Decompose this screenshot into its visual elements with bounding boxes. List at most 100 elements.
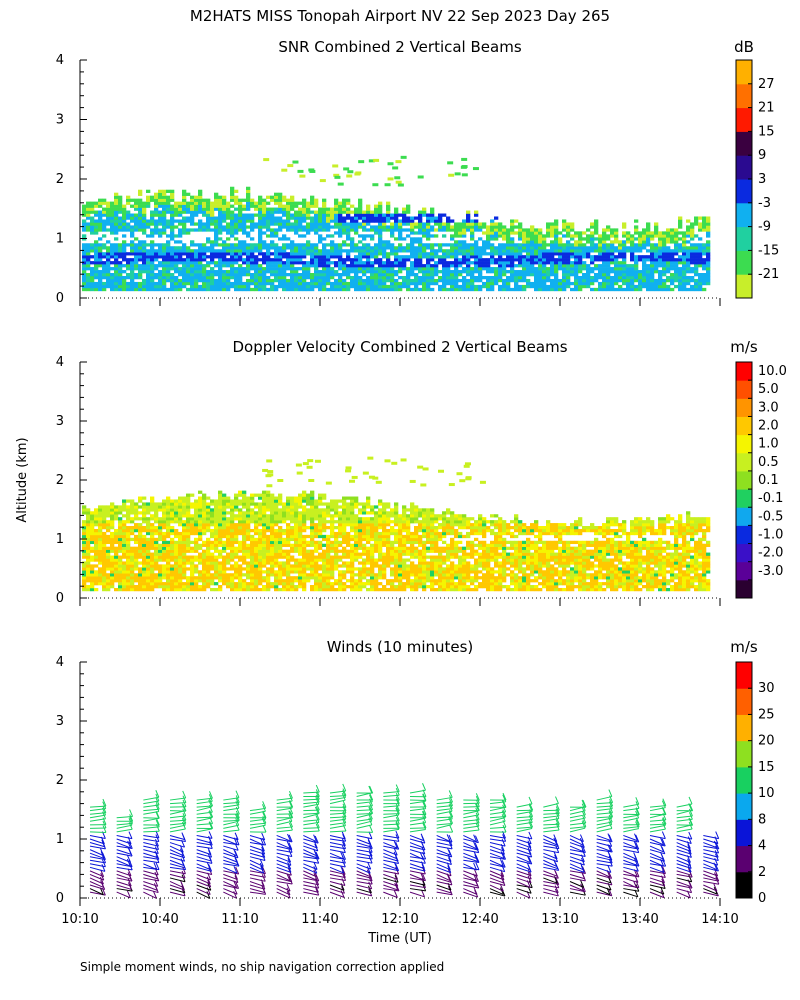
snr-cell <box>292 160 299 164</box>
snr-cell <box>294 270 299 274</box>
snr-cell <box>346 267 351 271</box>
doppler-cell <box>122 508 127 512</box>
snr-cell <box>622 275 627 280</box>
snr-cell <box>654 252 659 256</box>
snr-cell <box>374 246 379 250</box>
doppler-cell <box>242 517 247 521</box>
snr-cell <box>678 243 683 247</box>
snr-cell <box>230 246 235 250</box>
doppler-cell <box>118 579 123 583</box>
snr-cell <box>554 222 559 226</box>
doppler-cell <box>146 528 151 533</box>
doppler-cell <box>194 508 199 512</box>
doppler-cell <box>278 587 283 592</box>
snr-cell <box>334 261 339 265</box>
snr-cell <box>566 225 571 229</box>
doppler-cell <box>162 499 167 503</box>
doppler-cell <box>246 499 251 503</box>
snr-cell <box>254 249 259 253</box>
snr-cell <box>686 287 691 292</box>
snr-cell <box>394 252 399 256</box>
doppler-cell <box>258 508 263 512</box>
snr-cell <box>438 246 443 250</box>
snr-cell <box>278 267 283 271</box>
doppler-cell <box>190 505 195 509</box>
snr-cell <box>474 270 479 274</box>
snr-cell <box>630 267 635 271</box>
snr-cell <box>222 210 227 214</box>
snr-cell <box>650 281 655 286</box>
doppler-cell <box>202 511 207 515</box>
snr-cell <box>402 284 407 289</box>
doppler-cell <box>282 587 287 592</box>
snr-cell <box>638 237 643 241</box>
snr-cell <box>282 284 287 289</box>
doppler-cell <box>170 549 175 553</box>
snr-cell <box>202 258 207 262</box>
snr-cell <box>258 228 263 232</box>
snr-cell <box>606 275 611 280</box>
snr-cell <box>234 246 239 250</box>
doppler-cell <box>194 520 199 524</box>
doppler-cell <box>90 546 95 550</box>
doppler-cell <box>110 520 115 524</box>
snr-cell <box>462 281 467 286</box>
doppler-cell <box>202 508 207 512</box>
snr-cell <box>186 275 191 280</box>
doppler-cell <box>254 523 259 527</box>
snr-cell <box>98 204 103 208</box>
snr-cell <box>294 228 299 232</box>
snr-cell <box>226 261 231 265</box>
snr-cell <box>158 234 163 238</box>
snr-cell <box>694 252 699 256</box>
snr-cell <box>518 255 523 259</box>
snr-cell <box>446 261 451 265</box>
snr-cell <box>418 216 423 220</box>
snr-cell <box>250 237 255 241</box>
snr-cell <box>214 207 219 211</box>
snr-cell <box>518 264 523 268</box>
doppler-cell <box>118 561 123 565</box>
snr-cell <box>250 287 255 292</box>
snr-cell <box>222 249 227 253</box>
doppler-cell <box>278 567 283 571</box>
snr-cell <box>354 255 359 259</box>
snr-cell <box>494 281 499 286</box>
snr-cell <box>538 281 543 286</box>
snr-cell <box>170 252 175 256</box>
doppler-cell <box>266 546 271 550</box>
doppler-cell <box>222 567 227 571</box>
snr-cell <box>558 231 563 235</box>
doppler-cell <box>138 543 143 547</box>
snr-cell <box>522 240 527 244</box>
doppler-cell <box>150 505 155 509</box>
doppler-cell <box>94 573 99 577</box>
snr-cell <box>310 252 315 256</box>
doppler-cell <box>106 555 111 559</box>
doppler-cell <box>174 573 179 577</box>
snr-cell <box>706 275 711 280</box>
snr-cell <box>262 216 267 220</box>
snr-cell <box>670 264 675 268</box>
doppler-cell <box>154 505 159 509</box>
snr-cell <box>270 219 275 223</box>
snr-cell <box>302 284 307 289</box>
snr-cell <box>490 219 495 223</box>
snr-cell <box>82 258 87 262</box>
snr-cell <box>238 273 243 277</box>
doppler-cell <box>98 514 103 518</box>
snr-cell <box>530 284 535 289</box>
snr-cell <box>422 252 427 256</box>
snr-cell <box>538 261 543 265</box>
doppler-cell <box>234 570 239 574</box>
snr-cell <box>390 249 395 253</box>
snr-cell <box>626 273 631 277</box>
snr-cell <box>634 249 639 253</box>
snr-cell <box>262 275 267 280</box>
doppler-cell <box>206 496 211 500</box>
snr-cell <box>270 222 275 226</box>
doppler-cell <box>114 561 119 565</box>
snr-cell <box>410 246 415 250</box>
snr-cell <box>462 243 467 247</box>
snr-cell <box>182 222 187 226</box>
